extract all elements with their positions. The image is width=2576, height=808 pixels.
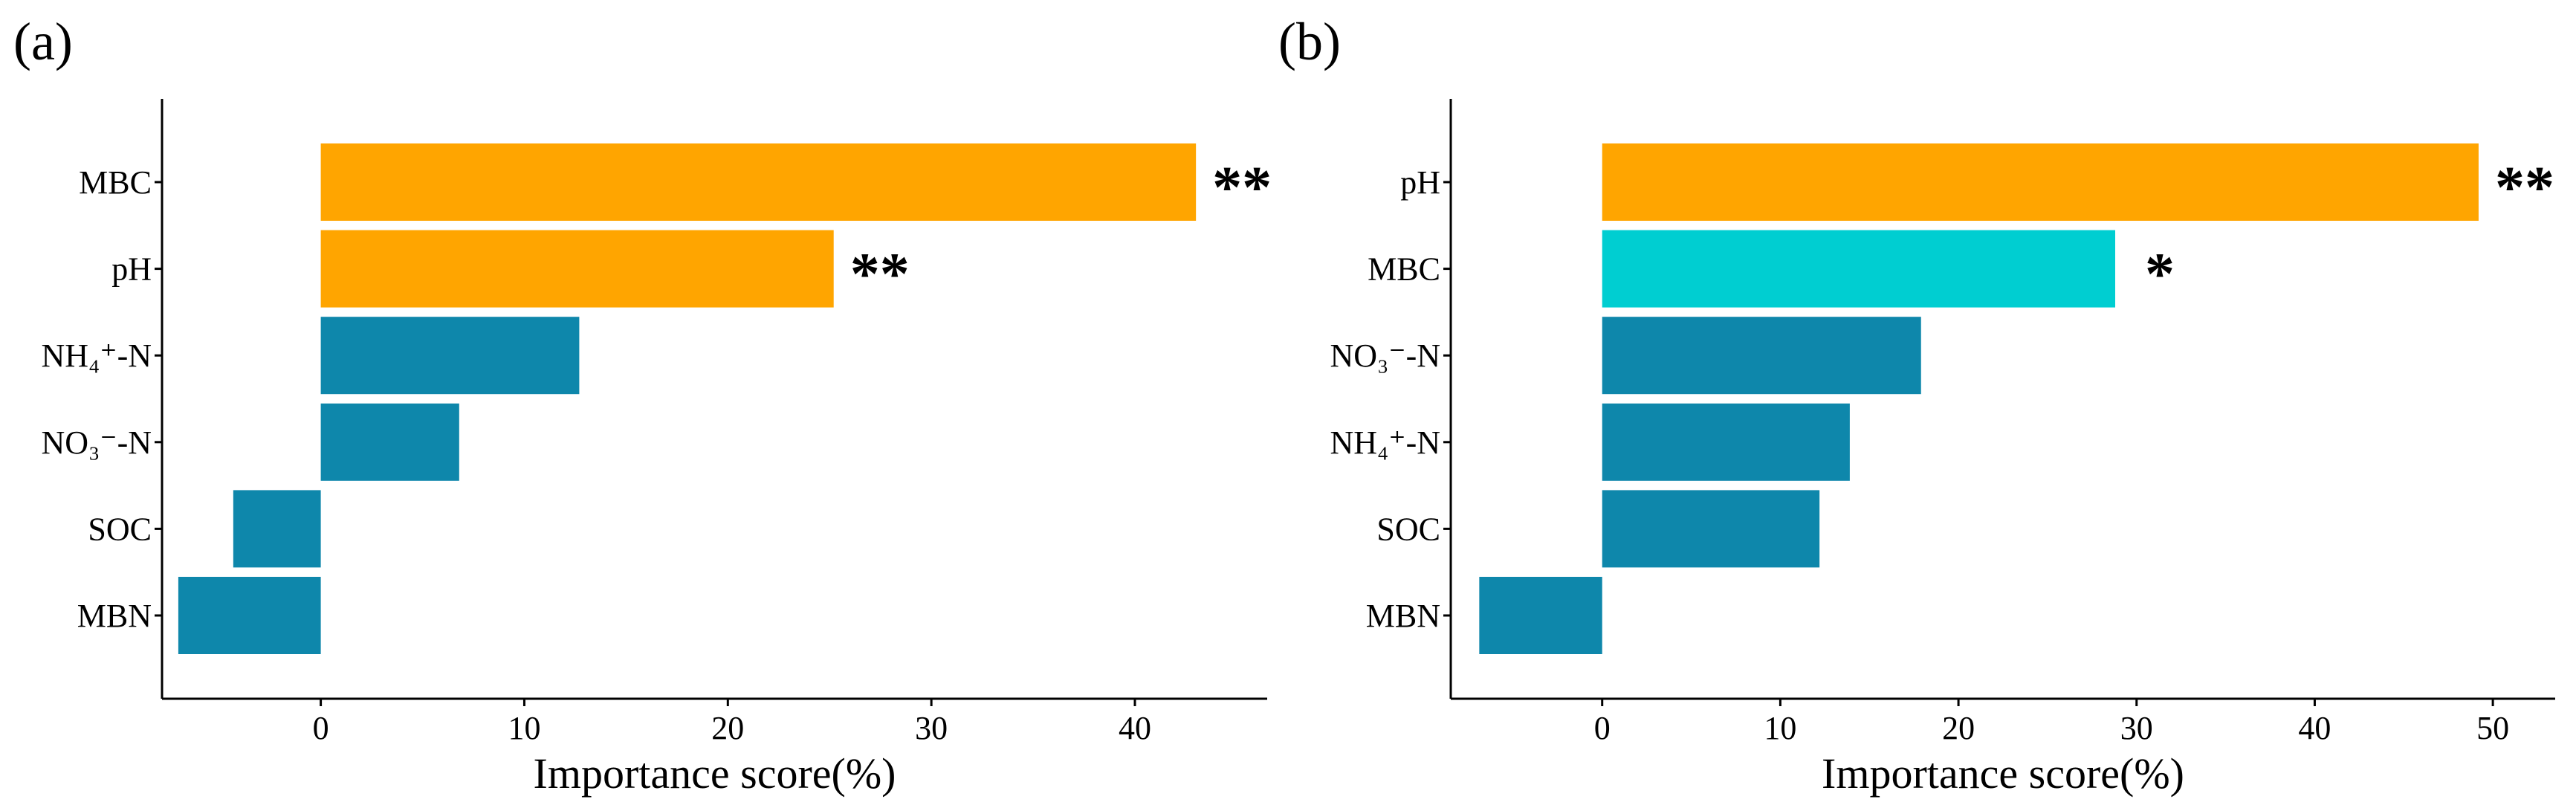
category-label: NO₃⁻-N (41, 424, 152, 461)
category-label: NO₃⁻-N (1330, 337, 1440, 374)
bar (1602, 143, 2479, 221)
bar (233, 490, 321, 568)
bar (1602, 403, 1850, 481)
x-tick-label: 30 (2120, 710, 2153, 746)
x-tick-label: 50 (2476, 710, 2509, 746)
category-label: NH₄⁺-N (41, 337, 152, 374)
bar (320, 143, 1197, 221)
category-label: SOC (1376, 511, 1440, 547)
category-label: SOC (88, 511, 152, 547)
x-tick-label: 10 (508, 710, 540, 746)
significance-label: ** (1212, 155, 1272, 221)
x-tick-label: 30 (915, 710, 948, 746)
x-tick-label: 20 (1942, 710, 1975, 746)
panel-label: (a) (13, 12, 73, 71)
bar (1602, 230, 2115, 308)
category-label: pH (1400, 164, 1440, 201)
panel-label: (b) (1278, 12, 1341, 71)
category-label: MBN (1366, 598, 1440, 634)
category-label: pH (111, 251, 152, 288)
x-axis-title: Importance score(%) (1822, 749, 2184, 798)
x-tick-label: 0 (313, 710, 329, 746)
x-axis-title: Importance score(%) (534, 749, 896, 798)
bar (320, 317, 580, 395)
x-tick-label: 40 (2298, 710, 2331, 746)
bar (1602, 490, 1820, 568)
bar (320, 403, 459, 481)
x-tick-label: 10 (1764, 710, 1796, 746)
bar (320, 230, 834, 308)
x-tick-label: 0 (1594, 710, 1611, 746)
bar (1479, 577, 1602, 654)
panel-a: (a) MBC ** pH ** NH₄⁺-N NO₃⁻-N SOC MBN 0 10 20 30 40 I… (13, 12, 1272, 798)
significance-label: ** (850, 242, 910, 308)
x-tick-label: 20 (711, 710, 744, 746)
category-label: MBC (79, 164, 152, 201)
category-label: MBN (77, 598, 152, 634)
bar (178, 577, 321, 654)
significance-label: ** (2495, 155, 2554, 221)
panel-b: (b) pH ** MBC * NO₃⁻-N NH₄⁺-N SOC MBN 0 10 20 30 40 50… (1278, 12, 2555, 798)
category-label: MBC (1368, 251, 1440, 288)
category-label: NH₄⁺-N (1330, 424, 1440, 461)
significance-label: * (2145, 242, 2175, 308)
x-tick-label: 40 (1119, 710, 1151, 746)
bar (1602, 317, 1921, 395)
